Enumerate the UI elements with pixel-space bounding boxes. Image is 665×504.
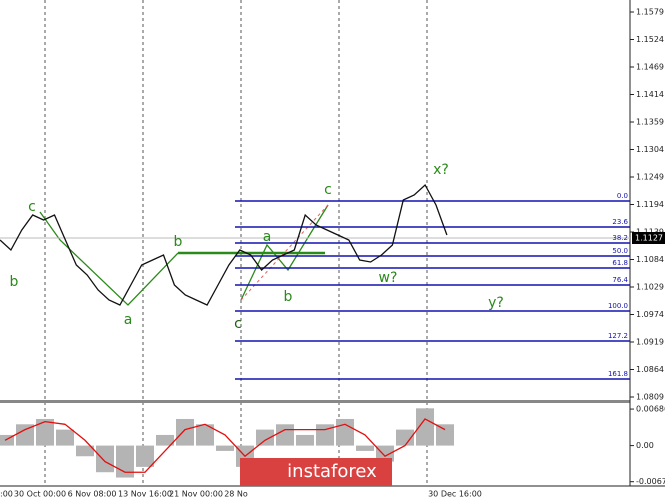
fib-label: 161.8 <box>608 370 628 378</box>
histogram-bar <box>356 445 374 451</box>
x-tick-label: 30 Dec 16:00 <box>428 490 482 499</box>
histogram-bar <box>276 424 294 446</box>
wave-label: y? <box>488 295 504 311</box>
wave-label: b <box>174 234 183 250</box>
x-tick-label: 30 Oct 00:00 <box>14 490 66 499</box>
histogram-bar <box>376 445 394 462</box>
wave-label: a <box>124 312 133 328</box>
y-tick-label: 1.1029 <box>636 283 664 292</box>
x-tick-label: 21 Nov 00:00 <box>169 490 223 499</box>
fib-label: 38.2 <box>612 234 628 242</box>
histogram-bar <box>16 424 34 446</box>
fib-label: 50.0 <box>612 247 628 255</box>
y-tick-label: 1.1414 <box>636 90 664 99</box>
y-tick-label: 1.0974 <box>636 310 664 319</box>
y-tick-label: 1.1084 <box>636 255 664 264</box>
fib-label: 0.0 <box>617 192 628 200</box>
y-tick-label: 1.1359 <box>636 118 664 127</box>
price-line <box>0 183 448 306</box>
histogram-bar <box>96 445 114 473</box>
histogram-bar <box>296 434 314 446</box>
x-tick-label: 6 Nov 08:00 <box>68 490 117 499</box>
panel-separator <box>0 400 630 403</box>
histogram-bar <box>436 424 454 446</box>
histogram-bar <box>176 418 194 446</box>
y-tick-label: 1.1249 <box>636 173 664 182</box>
watermark: instaforex <box>287 461 377 482</box>
y-tick-label: 1.1304 <box>636 145 664 154</box>
y-tick-label: 1.0864 <box>636 365 664 374</box>
x-tick-label: 28 No <box>224 490 248 499</box>
wave-label: c <box>234 316 242 332</box>
y-tick-label: 1.0809 <box>636 393 664 402</box>
fib-label: 76.4 <box>612 276 628 284</box>
y-tick-label: 1.1194 <box>636 200 664 209</box>
histogram-bar <box>336 418 354 446</box>
wave-label: b <box>10 274 19 290</box>
signal-line <box>4 418 446 473</box>
histogram-bar <box>36 418 54 446</box>
wave-label: w? <box>379 270 398 286</box>
histogram-bar <box>196 424 214 446</box>
histogram-bar <box>396 429 414 446</box>
x-tick-label: 13 Nov 16:00 <box>118 490 172 499</box>
y-tick-label: 1.1469 <box>636 63 664 72</box>
last-price-label: 1.1127 <box>635 234 663 243</box>
wave-label: c <box>324 182 332 198</box>
fib-label: 61.8 <box>612 259 628 267</box>
fib-label: 100.0 <box>608 302 628 310</box>
histogram-bar <box>416 408 434 446</box>
histogram-bar <box>76 445 94 457</box>
wave-label: a <box>263 229 272 245</box>
y-tick-label: 1.0919 <box>636 338 664 347</box>
y-tick-label: 0.00 <box>636 441 654 450</box>
x-tick-label: :00 <box>0 490 13 499</box>
fib-label: 127.2 <box>608 332 628 340</box>
histogram-bar <box>216 445 234 451</box>
fib-label: 23.6 <box>612 218 628 226</box>
wave-label: c <box>28 199 36 215</box>
last-price-box <box>632 232 665 244</box>
wave-label: x? <box>433 162 449 178</box>
histogram-bar <box>56 429 74 446</box>
histogram-bar <box>136 445 154 467</box>
histogram-bar <box>256 429 274 446</box>
histogram-bar <box>156 434 174 446</box>
histogram-bar <box>0 434 14 446</box>
wave-label: b <box>284 289 293 305</box>
y-tick-label: -0.00678 <box>636 477 665 486</box>
y-tick-label: 0.00686 <box>636 405 665 414</box>
y-tick-label: 1.1579 <box>636 8 664 17</box>
watermark-box <box>240 458 392 486</box>
y-tick-label: 1.1524 <box>636 35 664 44</box>
